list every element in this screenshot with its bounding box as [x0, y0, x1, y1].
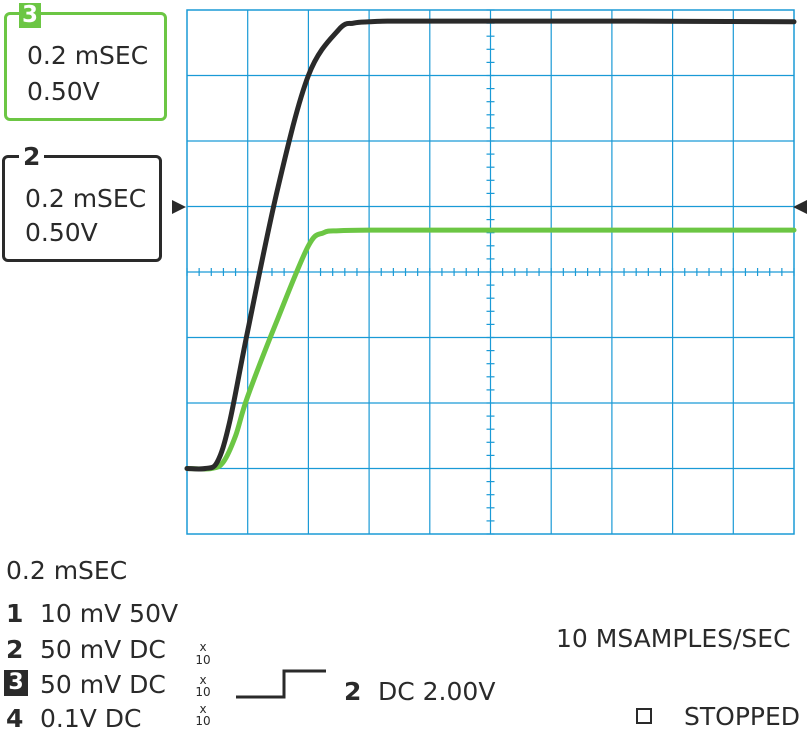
channel-2-setting: 50 mV DC — [40, 635, 166, 664]
channel-3-timebase: 0.2 mSEC — [27, 41, 149, 70]
channel-2-probe-n: 10 — [195, 653, 211, 667]
graticule — [186, 9, 795, 535]
timebase-readout: 0.2 mSEC — [6, 556, 128, 585]
left-level-marker — [172, 200, 186, 214]
channel-1-number: 1 — [6, 599, 24, 628]
sample-rate: 10 MSAMPLES/SEC — [556, 624, 791, 653]
traces — [184, 18, 797, 472]
channel-4-setting: 0.1V DC — [40, 704, 142, 733]
trace-channel-2 — [184, 18, 797, 472]
trigger-level: DC 2.00V — [378, 677, 496, 706]
trigger-channel: 2 — [344, 677, 362, 706]
status-text: STOPPED — [684, 702, 801, 731]
channel-2-volts: 0.50V — [25, 218, 98, 247]
channel-3-number: 3 — [4, 670, 28, 696]
channel-2-probe-x: x — [199, 640, 207, 654]
channel-3-probe-n: 10 — [195, 685, 211, 699]
right-level-marker — [793, 200, 807, 214]
channel-3-tag: 3 — [19, 3, 42, 28]
channel-2-tag: 2 — [19, 144, 45, 169]
channel-2-timebase: 0.2 mSEC — [25, 184, 147, 213]
stopped-checkbox[interactable] — [636, 708, 652, 724]
channel-4-probe-x: x — [199, 702, 207, 716]
channel-4-probe-n: 10 — [195, 714, 211, 728]
channel-1-setting: 10 mV 50V — [40, 599, 179, 628]
trace-channel-3 — [184, 227, 797, 472]
channel-4-number: 4 — [6, 704, 24, 733]
channel-3-box: 3 0.2 mSEC 0.50V — [4, 3, 167, 121]
channel-2-box: 2 0.2 mSEC 0.50V — [2, 144, 162, 262]
channel-3-volts: 0.50V — [27, 77, 100, 106]
channel-3-setting: 50 mV DC — [40, 670, 166, 699]
trigger-edge-icon — [236, 669, 326, 699]
channel-3-probe-x: x — [199, 673, 207, 687]
channel-2-number: 2 — [6, 635, 24, 664]
